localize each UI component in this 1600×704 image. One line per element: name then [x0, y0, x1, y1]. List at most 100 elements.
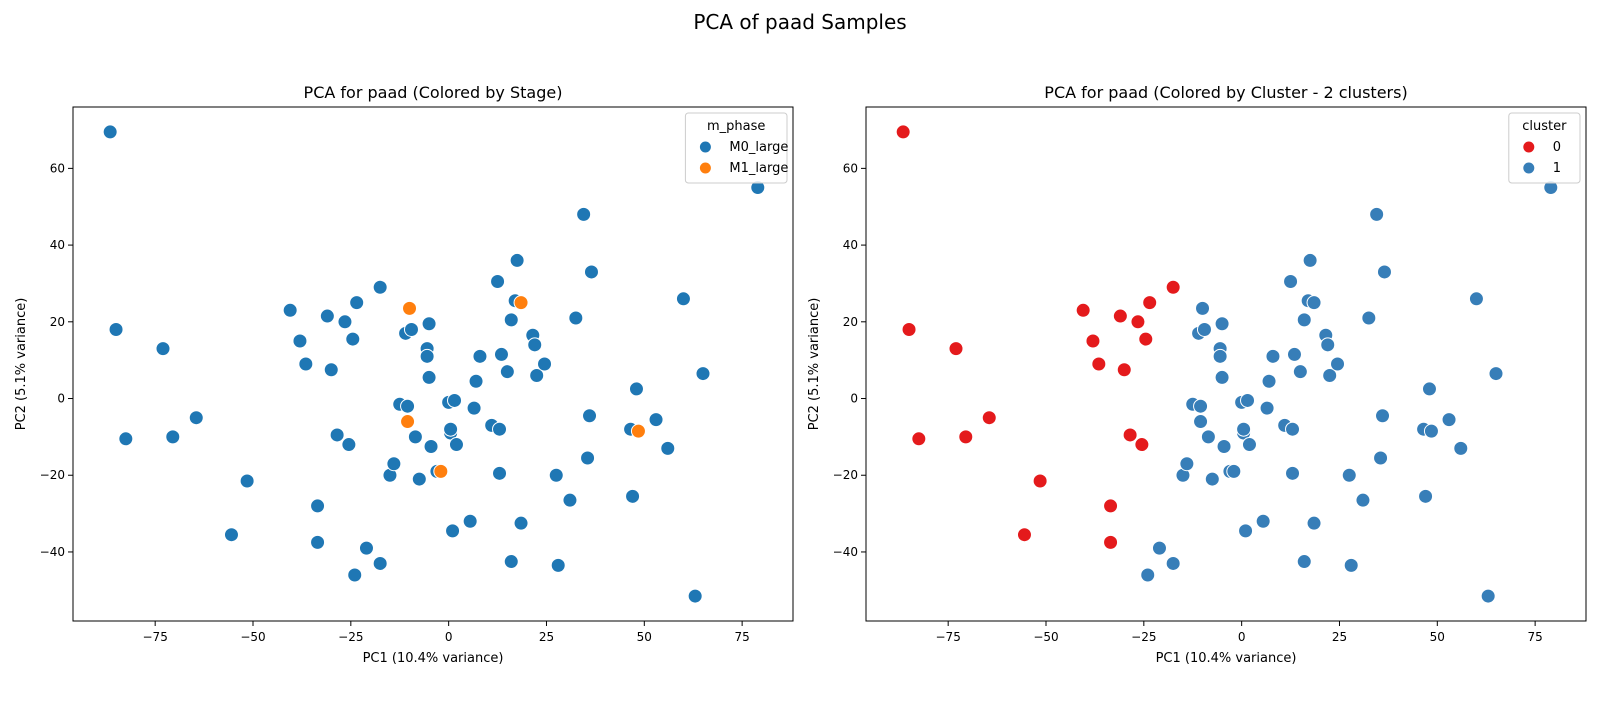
- cluster-legend-label: 0: [1553, 140, 1561, 155]
- stage-data-point: [468, 373, 484, 389]
- cluster-data-point: [1322, 368, 1338, 384]
- stage-legend-marker: [698, 161, 712, 175]
- cluster-data-point: [1285, 421, 1301, 437]
- stage-data-point: [349, 295, 365, 311]
- cluster-data-point: [1214, 369, 1230, 385]
- stage-data-point: [298, 356, 314, 372]
- cluster-data-point: [1091, 356, 1107, 372]
- cluster-data-point: [1296, 312, 1312, 328]
- stage-y-tick-label: 40: [50, 238, 65, 252]
- cluster-data-point: [1196, 321, 1212, 337]
- stage-data-point: [466, 400, 482, 416]
- cluster-data-point: [1418, 488, 1434, 504]
- stage-data-point: [576, 206, 592, 222]
- cluster-x-tick-label: −50: [1033, 630, 1058, 644]
- stage-data-point: [687, 588, 703, 604]
- cluster-data-point: [1286, 346, 1302, 362]
- stage-data-point: [419, 348, 435, 364]
- stage-x-tick-label: 75: [734, 630, 749, 644]
- cluster-data-point: [1216, 438, 1232, 454]
- cluster-data-point: [1075, 302, 1091, 318]
- stage-legend-title: m_phase: [707, 119, 765, 134]
- cluster-y-tick-label: 0: [850, 392, 858, 406]
- cluster-data-point: [1292, 364, 1308, 380]
- stage-x-tick-label: −50: [240, 630, 265, 644]
- cluster-y-tick-label: −40: [833, 545, 858, 559]
- cluster-data-point: [1204, 471, 1220, 487]
- stage-legend-marker: [698, 140, 712, 154]
- stage-data-point: [292, 333, 308, 349]
- stage-data-point: [675, 291, 691, 307]
- stage-x-tick-label: 50: [637, 630, 652, 644]
- stage-data-point: [503, 554, 519, 570]
- stage-data-point: [358, 540, 374, 556]
- cluster-data-point: [1140, 567, 1156, 583]
- stage-data-point: [165, 429, 181, 445]
- stage-data-point: [648, 412, 664, 428]
- cluster-data-point: [895, 124, 911, 140]
- stage-data-point: [443, 421, 459, 437]
- cluster-data-point: [1200, 429, 1216, 445]
- cluster-data-point: [1130, 314, 1146, 330]
- stage-data-point: [319, 308, 335, 324]
- stage-data-point: [537, 356, 553, 372]
- cluster-data-point: [1302, 252, 1318, 268]
- stage-data-point: [630, 423, 646, 439]
- cluster-data-point: [1193, 398, 1209, 414]
- stage-data-point: [403, 321, 419, 337]
- cluster-data-point: [1261, 373, 1277, 389]
- cluster-data-point: [1238, 523, 1254, 539]
- stage-data-point: [310, 534, 326, 550]
- cluster-data-point: [1441, 412, 1457, 428]
- cluster-data-point: [1330, 356, 1346, 372]
- stage-data-point: [400, 398, 416, 414]
- stage-data-point: [118, 431, 134, 447]
- cluster-data-point: [1193, 414, 1209, 430]
- stage-data-point: [503, 312, 519, 328]
- stage-data-point: [323, 362, 339, 378]
- cluster-data-point: [1165, 555, 1181, 571]
- cluster-data-point: [1236, 421, 1252, 437]
- cluster-data-point: [1343, 557, 1359, 573]
- stage-data-point: [239, 473, 255, 489]
- stage-data-point: [188, 410, 204, 426]
- stage-x-axis-label: PC1 (10.4% variance): [363, 651, 504, 666]
- figure-title: PCA of paad Samples: [693, 10, 906, 34]
- cluster-data-point: [901, 321, 917, 337]
- cluster-data-point: [911, 431, 927, 447]
- stage-data-point: [372, 279, 388, 295]
- stage-data-point: [492, 465, 508, 481]
- cluster-data-point: [1265, 348, 1281, 364]
- stage-data-point: [472, 348, 488, 364]
- cluster-legend-marker: [1522, 161, 1536, 175]
- cluster-series-0: [895, 124, 1181, 550]
- stage-x-tick-label: −75: [143, 630, 168, 644]
- stage-data-point: [223, 527, 239, 543]
- cluster-data-point: [1306, 295, 1322, 311]
- stage-legend: m_phase M0_large M1_large: [684, 112, 788, 184]
- cluster-data-point: [1259, 400, 1275, 416]
- cluster-data-point: [1421, 381, 1437, 397]
- stage-data-point: [108, 321, 124, 337]
- stage-data-point: [492, 421, 508, 437]
- cluster-series-1: [1140, 180, 1559, 604]
- stage-data-point: [337, 314, 353, 330]
- stage-data-point: [447, 392, 463, 408]
- cluster-data-point: [981, 410, 997, 426]
- cluster-data-point: [1296, 554, 1312, 570]
- stage-data-point: [582, 408, 598, 424]
- cluster-data-point: [1142, 295, 1158, 311]
- cluster-x-tick-label: −75: [936, 630, 961, 644]
- stage-data-point: [310, 498, 326, 514]
- stage-data-point: [386, 456, 402, 472]
- cluster-data-point: [1341, 467, 1357, 483]
- stage-data-point: [583, 264, 599, 280]
- stage-y-tick-label: −20: [40, 468, 65, 482]
- cluster-data-point: [1179, 456, 1195, 472]
- cluster-x-tick-label: 75: [1527, 630, 1542, 644]
- stage-data-point: [695, 366, 711, 382]
- stage-series-m0-large: [102, 124, 766, 604]
- cluster-data-point: [1361, 310, 1377, 326]
